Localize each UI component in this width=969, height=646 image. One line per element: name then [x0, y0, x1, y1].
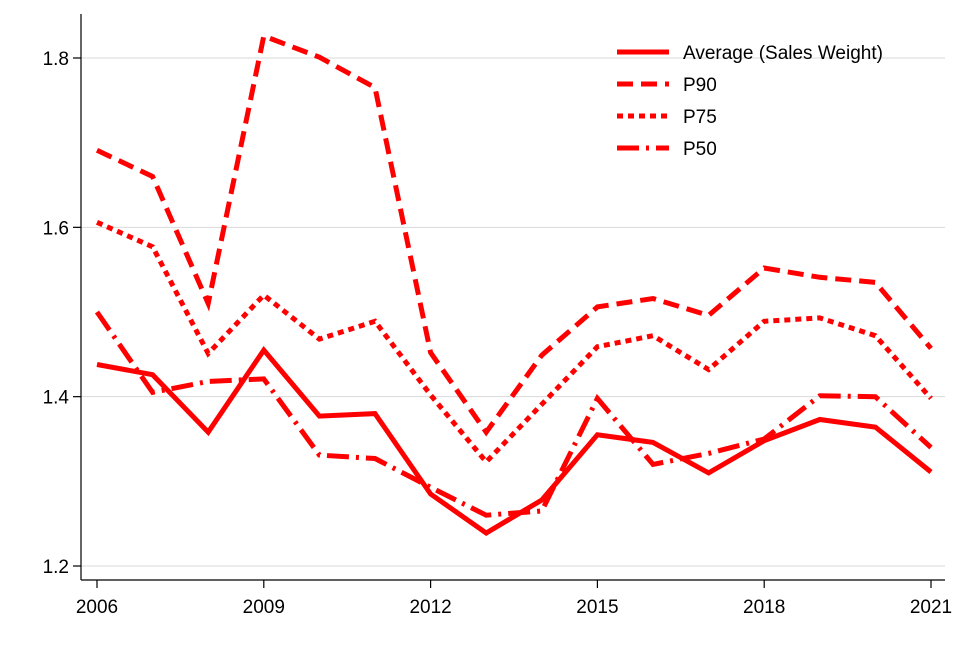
- y-tick-label: 1.8: [43, 49, 69, 70]
- y-tick-label: 1.4: [43, 388, 70, 409]
- x-tick-label: 2012: [409, 597, 451, 618]
- x-tick-label: 2015: [576, 597, 618, 618]
- legend-label: P90: [683, 75, 717, 96]
- legend-label: Average (Sales Weight): [683, 43, 883, 64]
- series-line-p50: [94, 310, 933, 518]
- legend: Average (Sales Weight) P90 P75 P50: [617, 43, 883, 160]
- y-tick-label: 1.2: [43, 557, 69, 578]
- gridlines: [81, 57, 945, 567]
- legend-label: P50: [683, 139, 717, 160]
- x-tick-label: 2018: [743, 597, 785, 618]
- series-line-p90: [95, 32, 933, 437]
- series-lines: [94, 32, 933, 536]
- y-tick-label: 1.6: [43, 218, 69, 239]
- x-tick-label: 2009: [243, 597, 285, 618]
- series-line-p75: [95, 220, 933, 466]
- x-tick-label: 2006: [76, 597, 118, 618]
- x-tick-label: 2021: [910, 597, 952, 618]
- legend-label: P75: [683, 107, 717, 128]
- series-line-average-sales-weight: [96, 345, 933, 536]
- axes: 1.2 1.4 1.6 1.8 2006 2009 2012 2015 2018 2021: [43, 14, 952, 618]
